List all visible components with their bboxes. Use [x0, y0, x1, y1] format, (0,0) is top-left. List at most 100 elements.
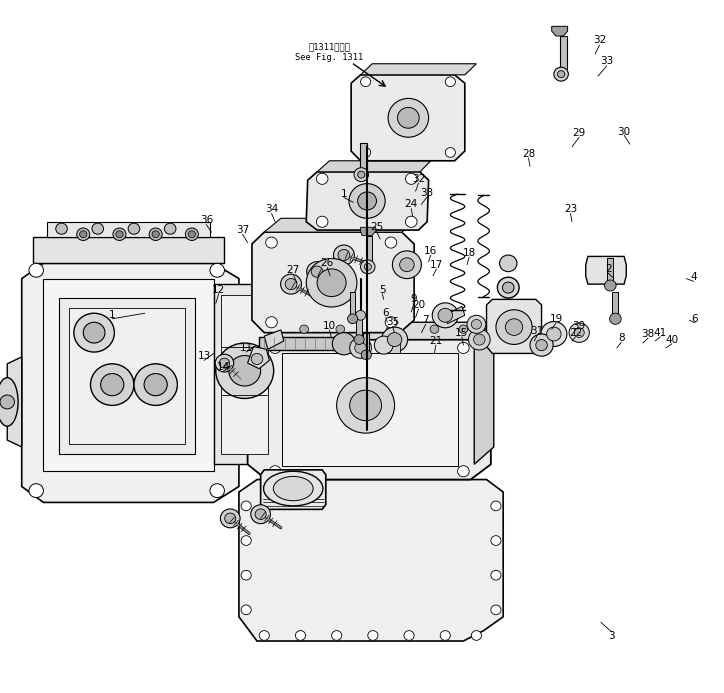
Circle shape	[364, 263, 371, 270]
Circle shape	[29, 263, 43, 277]
Circle shape	[185, 228, 198, 240]
Polygon shape	[261, 470, 326, 509]
Text: 9: 9	[411, 295, 418, 304]
Text: 13: 13	[198, 351, 211, 361]
Circle shape	[502, 282, 514, 293]
Circle shape	[491, 605, 501, 615]
Circle shape	[536, 340, 547, 351]
Circle shape	[473, 334, 485, 345]
Circle shape	[468, 329, 490, 350]
Circle shape	[354, 335, 364, 344]
Circle shape	[210, 484, 224, 498]
Circle shape	[241, 501, 251, 511]
Polygon shape	[59, 298, 195, 454]
Circle shape	[358, 192, 376, 210]
Circle shape	[251, 353, 263, 365]
Circle shape	[219, 358, 230, 368]
Circle shape	[354, 168, 369, 182]
Polygon shape	[487, 299, 542, 353]
Bar	[612, 292, 618, 319]
Circle shape	[574, 328, 584, 337]
Circle shape	[405, 216, 417, 227]
Circle shape	[144, 374, 167, 396]
Circle shape	[332, 631, 342, 640]
Circle shape	[368, 631, 378, 640]
Circle shape	[350, 390, 382, 421]
Polygon shape	[33, 237, 224, 263]
Circle shape	[361, 148, 371, 157]
Circle shape	[307, 262, 327, 281]
Circle shape	[458, 466, 469, 477]
Circle shape	[29, 484, 43, 498]
Text: 32: 32	[593, 35, 606, 45]
Text: 28: 28	[522, 149, 535, 159]
Circle shape	[440, 631, 450, 640]
Polygon shape	[306, 172, 429, 230]
Text: 38: 38	[641, 329, 654, 339]
Polygon shape	[266, 322, 494, 340]
Circle shape	[229, 356, 261, 386]
Polygon shape	[221, 295, 268, 454]
Polygon shape	[69, 308, 185, 444]
Circle shape	[77, 228, 90, 240]
Circle shape	[385, 317, 397, 328]
Circle shape	[285, 279, 297, 290]
Circle shape	[311, 266, 323, 277]
Circle shape	[164, 223, 176, 234]
Text: 41: 41	[654, 328, 667, 337]
Circle shape	[392, 251, 421, 279]
Ellipse shape	[0, 378, 18, 426]
Text: 26: 26	[321, 258, 334, 268]
Polygon shape	[214, 284, 275, 464]
Circle shape	[459, 325, 468, 333]
Text: 36: 36	[200, 216, 213, 225]
Circle shape	[332, 333, 355, 355]
Polygon shape	[474, 322, 494, 464]
Circle shape	[0, 395, 14, 409]
Text: 15: 15	[455, 328, 468, 337]
Circle shape	[241, 536, 251, 545]
Circle shape	[569, 323, 589, 342]
Text: 17: 17	[430, 260, 443, 270]
Circle shape	[387, 333, 402, 346]
Text: 21: 21	[429, 336, 442, 346]
Circle shape	[505, 319, 523, 335]
Circle shape	[491, 501, 501, 511]
Circle shape	[306, 258, 357, 307]
Circle shape	[471, 319, 481, 329]
Circle shape	[134, 364, 177, 405]
Circle shape	[128, 223, 140, 234]
Circle shape	[445, 77, 455, 87]
Polygon shape	[445, 306, 465, 324]
Polygon shape	[361, 64, 476, 75]
Circle shape	[361, 260, 375, 274]
Circle shape	[266, 317, 277, 328]
Circle shape	[387, 325, 395, 333]
Circle shape	[547, 327, 561, 341]
Text: 23: 23	[564, 204, 577, 214]
Text: 32: 32	[412, 174, 425, 184]
Bar	[560, 36, 567, 69]
Text: 39: 39	[573, 321, 586, 331]
Circle shape	[438, 308, 452, 322]
Text: 第1311図参照
See Fig. 1311: 第1311図参照 See Fig. 1311	[295, 42, 363, 62]
Bar	[607, 258, 613, 286]
Ellipse shape	[273, 477, 313, 500]
Circle shape	[374, 336, 393, 354]
Circle shape	[397, 107, 419, 128]
Circle shape	[388, 98, 429, 137]
Circle shape	[113, 228, 126, 240]
Polygon shape	[22, 263, 239, 502]
Circle shape	[361, 77, 371, 87]
Circle shape	[350, 337, 371, 358]
Circle shape	[557, 71, 565, 78]
Text: 6: 6	[382, 308, 390, 318]
Circle shape	[295, 631, 306, 640]
Circle shape	[281, 274, 301, 294]
Bar	[350, 292, 355, 319]
Text: 1: 1	[109, 310, 116, 320]
Text: 35: 35	[386, 317, 399, 327]
Text: 10: 10	[323, 321, 336, 331]
Text: 3: 3	[608, 631, 615, 641]
Text: 12: 12	[212, 285, 225, 295]
